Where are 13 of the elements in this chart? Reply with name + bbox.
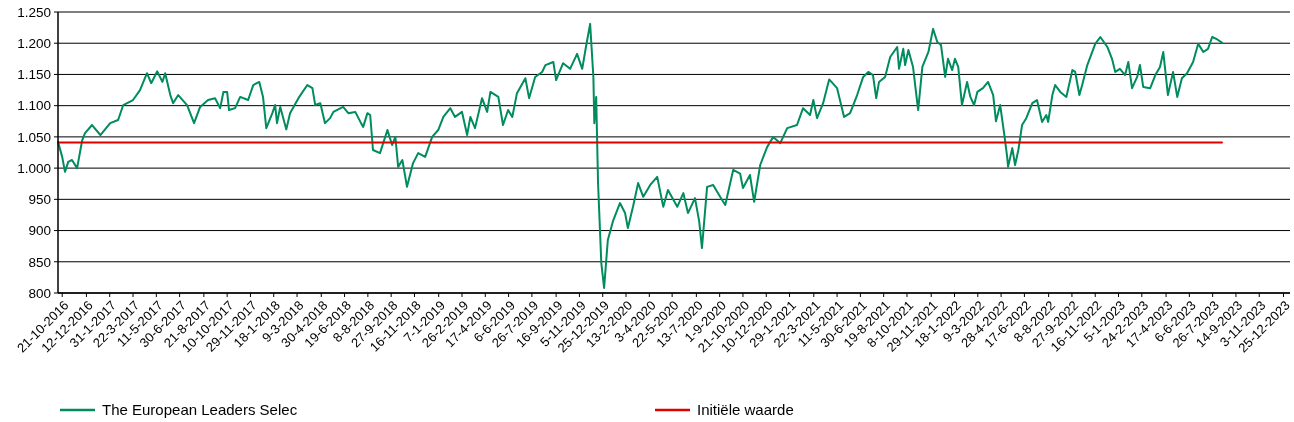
- y-tick-label: 1.150: [17, 67, 51, 83]
- y-tick-label: 900: [28, 223, 51, 239]
- line-series: [57, 22, 1223, 289]
- y-tick-label: 1.050: [17, 129, 51, 145]
- y-tick-label: 1.000: [17, 160, 51, 176]
- y-tick-label: 1.250: [17, 4, 51, 20]
- y-tick-label: 1.200: [17, 35, 51, 51]
- y-tick-label: 1.100: [17, 98, 51, 114]
- y-tick-label: 950: [28, 192, 51, 208]
- y-tick-label: 850: [28, 254, 51, 270]
- y-tick-label: 800: [28, 285, 51, 301]
- legend-label: The European Leaders Selec: [102, 401, 298, 419]
- legend-label: Initiële waarde: [697, 401, 794, 419]
